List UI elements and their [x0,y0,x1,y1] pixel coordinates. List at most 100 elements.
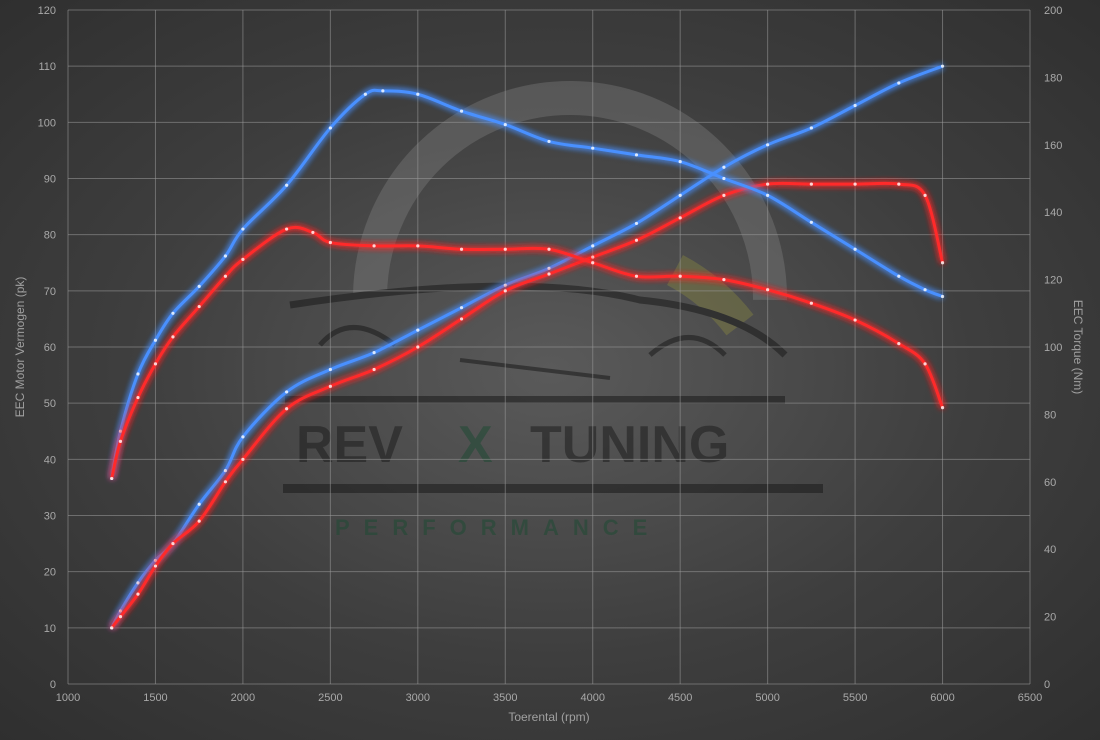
series-point [285,183,289,187]
series-point [153,338,158,342]
series-point [853,247,857,251]
series-point [171,335,175,339]
series-point [459,109,464,113]
x-tick-label: 3000 [406,692,430,704]
series-point [853,182,857,186]
y-left-tick-label: 120 [38,5,56,17]
series-point [940,64,945,68]
y-left-tick-label: 60 [44,342,56,354]
series-point [591,146,595,150]
series-point [153,564,158,568]
series-point [285,227,289,231]
y-right-tick-label: 100 [1044,342,1062,354]
series-point [678,274,682,278]
y-right-tick-label: 80 [1044,409,1056,421]
y-left-tick-label: 10 [44,623,56,635]
y-left-tick-label: 90 [44,174,56,186]
series-point [722,176,726,181]
x-tick-label: 5000 [755,692,779,704]
series-point [285,407,289,411]
series-point [110,626,114,630]
x-tick-label: 6000 [930,692,954,704]
series-point [591,261,595,265]
series-point [923,193,927,197]
x-tick-label: 1000 [56,692,80,704]
series-point [678,160,682,164]
x-tick-label: 2500 [318,692,342,704]
series-point [328,240,332,245]
series-point [853,318,857,322]
series-point [634,238,639,242]
series-point [223,254,228,258]
series-point [197,304,201,309]
series-point [897,274,901,278]
y-right-tick-label: 160 [1044,140,1062,152]
series-point [809,220,813,224]
series-2 [110,88,945,481]
series-point [547,272,551,276]
series-point [634,153,639,157]
series-point [328,126,332,130]
x-axis-ticks: 1000 1500 2000 2500 3000 3500 4000 4500 5000 5500… [56,692,1042,704]
series-point [328,384,332,388]
series-point [416,345,420,349]
series-point [503,247,507,251]
series-point [809,126,813,130]
series-point [285,390,289,394]
y-right-tick-label: 140 [1044,207,1062,219]
y-left-tick-label: 40 [44,454,56,466]
series-point [459,317,464,321]
series-3 [110,225,945,481]
series-point [923,362,927,366]
series-point [118,615,123,619]
series-point [766,193,770,197]
series-point [381,89,385,93]
series-point [809,301,813,305]
series-point [722,278,726,282]
series-point [372,367,376,372]
chart-grid [67,9,1031,685]
series-line [110,88,944,479]
x-tick-label: 4000 [580,692,604,704]
y-left-tick-label: 30 [44,511,56,523]
y-left-tick-label: 100 [38,117,56,129]
series-point [940,294,945,299]
series-point [722,165,726,169]
y-left-tick-label: 20 [44,567,56,579]
series-point [118,429,123,433]
series-1 [110,181,945,630]
series-point [416,92,420,96]
series-point [171,311,175,315]
watermark-brand-right: TUNING [530,416,729,474]
series-point [136,372,140,376]
x-tick-label: 6500 [1018,692,1042,704]
watermark-brand-x: X [458,416,493,474]
series-point [241,457,245,461]
series-point [197,284,201,288]
series-point [940,261,945,265]
series-point [363,92,367,96]
series-point [634,221,639,226]
series-point [118,439,123,443]
series-point [197,519,201,523]
series-point [136,395,140,400]
series-point [416,328,420,332]
series-point [136,581,140,585]
series-point [153,558,158,563]
series-point [547,139,551,144]
y-right-tick-label: 200 [1044,5,1062,17]
series-point [197,502,201,506]
series-point [241,227,245,231]
y-left-tick-label: 80 [44,230,56,242]
series-point [766,143,770,147]
y-left-tick-label: 70 [44,286,56,298]
series-point [503,289,507,293]
series-point [940,406,945,410]
series-point [591,255,595,259]
series-point [328,367,332,372]
series-point [809,182,813,186]
series-point [547,247,551,251]
x-tick-label: 4500 [668,692,692,704]
chart-series [110,64,945,630]
y-right-axis-title: EEC Torque (Nm) [1071,300,1085,394]
